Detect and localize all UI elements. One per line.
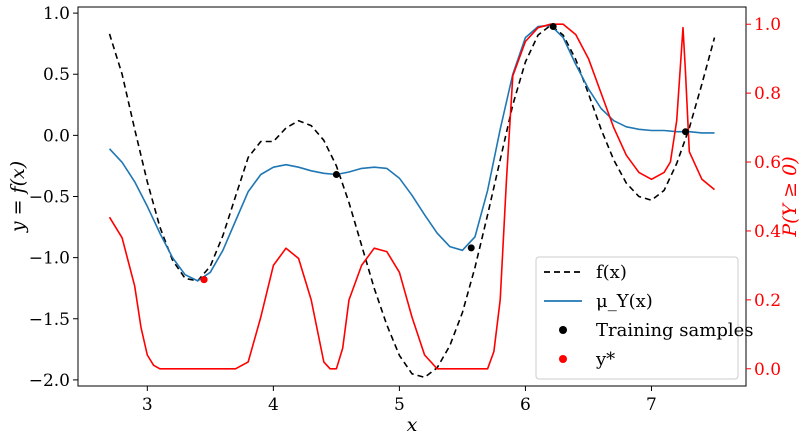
y-right-tick-label: 1.0 <box>754 15 781 35</box>
training-sample-point <box>467 244 475 252</box>
legend-label-ystar: y* <box>595 349 615 370</box>
legend-swatch-ystar <box>559 355 567 363</box>
y-tick-label: 0.0 <box>43 126 70 146</box>
f-curve <box>108 24 716 379</box>
training-sample-point <box>682 128 690 136</box>
legend-label-f: f(x) <box>596 262 627 283</box>
legend-box <box>535 256 739 380</box>
training-sample-point <box>549 23 557 31</box>
series-layer <box>108 23 716 379</box>
y-right-tick-label: 0.0 <box>754 360 781 380</box>
y-right-tick-label: 0.6 <box>754 153 781 173</box>
x-axis-title: x <box>407 414 418 436</box>
x-tick-label: 7 <box>646 395 657 415</box>
legend-label-mu: μ_Y(x) <box>596 291 653 312</box>
y-tick-label: −1.5 <box>29 310 70 330</box>
x-tick-label: 4 <box>268 395 279 415</box>
y-right-tick-label: 0.2 <box>754 291 781 311</box>
training-sample-point <box>332 170 340 178</box>
axis-layer: 3 4 5 6 7 1.0 0.5 0.0 −0.5 −1.0 −1.5 −2.0 1.0 0.8 0.6 0… <box>29 4 781 415</box>
y-right-axis-title: P(Y ≥ 0) <box>779 156 801 237</box>
legend-label-training: Training samples <box>596 320 754 341</box>
y-tick-label: −1.0 <box>29 249 70 269</box>
x-tick-label: 3 <box>142 395 153 415</box>
legend-swatch-training <box>559 326 567 334</box>
y-right-tick-label: 0.4 <box>754 222 781 242</box>
mu-curve <box>108 24 715 282</box>
x-tick-label: 6 <box>520 395 531 415</box>
y-tick-label: −0.5 <box>29 188 70 208</box>
marker-layer <box>200 23 690 284</box>
x-tick-label: 5 <box>394 395 405 415</box>
y-tick-label: −2.0 <box>29 371 70 391</box>
y-tick-label: 0.5 <box>43 65 70 85</box>
probability-curve <box>108 23 716 370</box>
y-star-point <box>200 276 208 284</box>
y-tick-label: 1.0 <box>43 4 70 24</box>
legend: f(x) μ_Y(x) Training samples y* <box>535 256 754 380</box>
y-axis-title: y = f(x) <box>7 161 29 233</box>
y-right-tick-label: 0.8 <box>754 84 781 104</box>
